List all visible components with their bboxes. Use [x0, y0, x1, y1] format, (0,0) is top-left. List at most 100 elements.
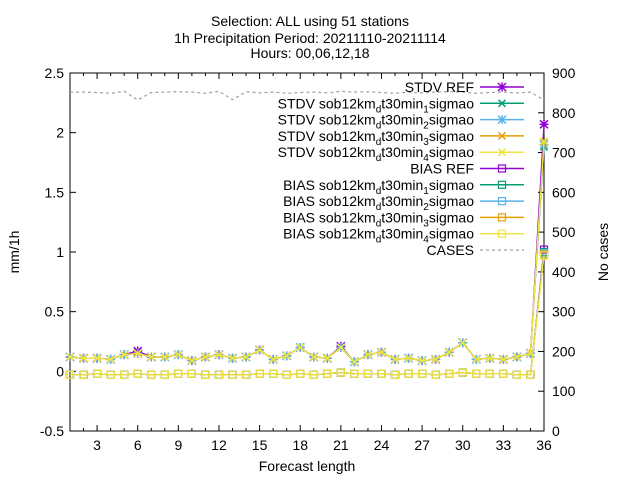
data-point [363, 350, 372, 359]
data-point [350, 357, 359, 366]
data-point [377, 348, 386, 357]
x-tick-label: 6 [134, 437, 142, 453]
x-tick-label: 18 [292, 437, 308, 453]
data-point [269, 369, 278, 378]
data-point [390, 355, 400, 364]
legend-marker [497, 148, 507, 157]
data-point [336, 343, 345, 352]
data-point [431, 370, 440, 380]
data-point [309, 370, 318, 380]
legend-marker [497, 180, 507, 189]
data-point [431, 355, 440, 364]
data-point [418, 356, 427, 365]
data-point [106, 355, 115, 364]
data-point [147, 370, 156, 380]
legend-item: CASES [427, 242, 524, 258]
data-point [106, 370, 115, 380]
legend-label: BIAS REF [410, 161, 474, 177]
legend-item: STDV sob12kmdt30min1sigmao [278, 95, 524, 115]
data-point [174, 369, 183, 378]
data-point [133, 349, 142, 358]
data-point [485, 354, 494, 363]
legend-item: STDV REF [405, 79, 524, 95]
x-tick-label: 3 [93, 437, 101, 453]
data-point [228, 354, 237, 363]
data-point [512, 352, 521, 362]
chart-title-line-3: Hours: 00,06,12,18 [250, 45, 369, 61]
legend-label: STDV REF [405, 79, 474, 95]
legend-item: BIAS sob12kmdt30min1sigmao [283, 177, 524, 197]
x-axis-ticks: 3 6 9 12 15 18 21 24 27 30 33 36 [69, 73, 552, 453]
legend-label: BIAS sob12kmdt30min4sigmao [283, 226, 474, 246]
data-point [296, 343, 305, 352]
data-point [499, 369, 508, 378]
series-layer [65, 90, 549, 380]
data-point [79, 354, 88, 363]
x-tick-label: 27 [414, 437, 430, 453]
data-point [472, 369, 481, 378]
y2-tick-label: 200 [552, 343, 576, 359]
data-point [65, 352, 75, 362]
legend-marker [497, 99, 507, 108]
legend-item: BIAS sob12kmdt30min3sigmao [283, 209, 524, 229]
legend-marker [497, 197, 507, 206]
data-point [92, 369, 102, 378]
series-line [70, 255, 545, 376]
data-point [187, 356, 196, 365]
data-point [336, 368, 345, 377]
legend-item: STDV sob12kmdt30min4sigmao [278, 144, 524, 164]
data-point [160, 370, 169, 380]
legend-item: BIAS sob12kmdt30min4sigmao [283, 226, 524, 246]
legend-marker [497, 131, 507, 140]
data-point [323, 354, 332, 363]
data-point [255, 345, 264, 354]
y2-tick-label: 700 [552, 145, 576, 161]
data-point [93, 354, 102, 363]
y2-tick-label: 900 [552, 65, 576, 81]
legend-item: STDV sob12kmdt30min2sigmao [278, 112, 524, 132]
y2-tick-label: 0 [552, 423, 560, 439]
x-tick-label: 9 [174, 437, 182, 453]
data-point [512, 370, 522, 380]
chart-title-line-2: 1h Precipitation Period: 20211110-202111… [174, 30, 446, 46]
y2-tick-label: 800 [552, 105, 576, 121]
data-point [282, 351, 291, 360]
legend-label: CASES [427, 242, 474, 258]
legend-marker [497, 115, 507, 125]
legend-label: STDV sob12kmdt30min4sigmao [278, 144, 475, 164]
data-point [390, 370, 400, 380]
data-point [160, 352, 169, 362]
data-point [120, 370, 129, 380]
legend-item: STDV sob12kmdt30min3sigmao [278, 128, 524, 148]
series-line [70, 90, 545, 101]
y-tick-label: 2.5 [45, 65, 65, 81]
legend-label: BIAS sob12kmdt30min1sigmao [283, 177, 474, 197]
series-9 [65, 251, 549, 380]
data-point [445, 369, 454, 378]
chart-title-line-1: Selection: ALL using 51 stations [211, 13, 409, 29]
data-point [472, 355, 481, 364]
data-point [323, 369, 332, 378]
data-point [282, 370, 291, 380]
y2-axis-label: No cases [595, 223, 611, 281]
data-point [539, 119, 549, 129]
series-4 [65, 136, 549, 366]
legend-marker [497, 229, 507, 238]
y2-tick-label: 100 [552, 383, 576, 399]
data-point [65, 370, 75, 380]
data-point [201, 370, 210, 380]
x-tick-label: 36 [536, 437, 552, 453]
data-point [404, 369, 413, 378]
y-tick-label: 0.5 [45, 304, 65, 320]
y2-axis-ticks: 0 100 200 300 400 500 600 700 800 900 [538, 65, 576, 439]
legend-marker [497, 213, 507, 222]
legend-marker [497, 82, 507, 92]
y2-tick-label: 600 [552, 184, 576, 200]
data-point [539, 251, 549, 260]
y-tick-label: -0.5 [40, 423, 64, 439]
data-point [485, 369, 494, 378]
data-point [458, 368, 467, 377]
y2-tick-label: 500 [552, 224, 576, 240]
